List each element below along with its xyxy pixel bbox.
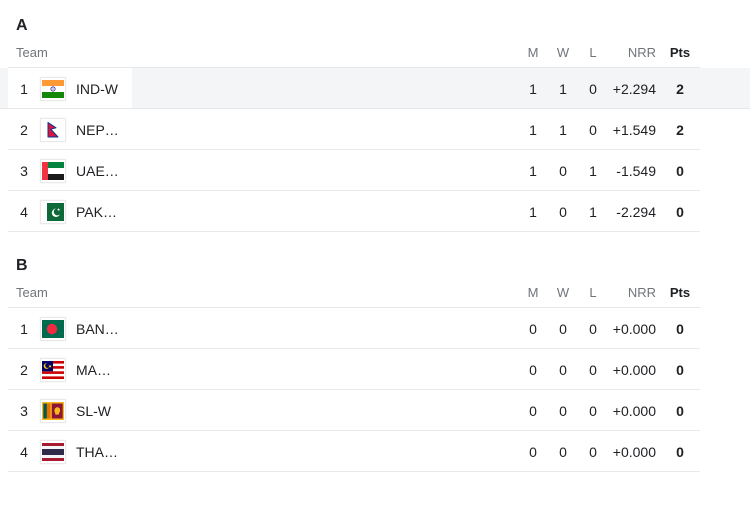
team-name: NEP… [76,121,119,138]
standings-group-b: B Team M W L NRR Pts 1 BAN… 0 0 0 +0.000… [0,256,750,472]
wins-value: 0 [559,361,567,378]
column-header-points: Pts [669,284,691,300]
team-name: PAK… [76,203,117,220]
matches-value: 0 [529,361,537,378]
nrr-value: +1.549 [612,121,656,138]
table-row-tha[interactable]: 4 THA… 0 0 0 +0.000 0 [0,431,750,472]
nrr-value: -2.294 [616,203,656,220]
rank-number: 2 [20,121,28,138]
table-row-ind-w[interactable]: 1 IND-W 1 1 0 +2.294 2 [0,68,750,109]
matches-value: 0 [529,402,537,419]
wins-value: 1 [559,80,567,97]
nrr-value: +2.294 [612,80,656,97]
bangladesh-flag-icon [40,316,66,341]
uae-flag-icon [40,158,66,183]
matches-value: 1 [529,162,537,179]
column-header-losses: L [589,44,597,60]
rank-number: 4 [20,203,28,220]
column-header-nrr: NRR [627,284,656,300]
sri-lanka-flag-icon [40,398,66,423]
malaysia-flag-icon [40,357,66,382]
nrr-value: +0.000 [612,320,656,337]
wins-value: 0 [559,320,567,337]
matches-value: 0 [529,320,537,337]
column-header-team: Team [16,44,48,60]
losses-value: 0 [589,80,597,97]
group-a-title: A [16,17,28,34]
rank-number: 4 [20,443,28,460]
team-name: UAE… [76,162,119,179]
points-value: 0 [676,203,684,220]
nrr-value: +0.000 [612,361,656,378]
nepal-flag-icon [40,117,66,142]
team-name: MA… [76,361,111,378]
points-value: 0 [676,402,684,419]
column-header-matches: M [527,284,539,300]
nrr-value: -1.549 [616,162,656,179]
group-b-title: B [16,257,28,274]
losses-value: 1 [589,203,597,220]
table-row-sl-w[interactable]: 3 SL-W 0 0 0 +0.000 0 [0,390,750,431]
nrr-value: +0.000 [612,402,656,419]
table-row-ban[interactable]: 1 BAN… 0 0 0 +0.000 0 [0,308,750,349]
wins-value: 1 [559,121,567,138]
losses-value: 0 [589,443,597,460]
losses-value: 0 [589,320,597,337]
points-value: 2 [676,121,684,138]
losses-value: 1 [589,162,597,179]
team-name: IND-W [76,80,118,97]
points-value: 0 [676,162,684,179]
table-row-uae[interactable]: 3 UAE… 1 0 1 -1.549 0 [0,150,750,191]
rank-number: 2 [20,361,28,378]
column-header-wins: W [556,44,570,60]
points-value: 0 [676,443,684,460]
column-header-matches: M [527,44,539,60]
wins-value: 0 [559,162,567,179]
team-name: BAN… [76,320,119,337]
wins-value: 0 [559,402,567,419]
matches-value: 1 [529,121,537,138]
rank-number: 1 [20,80,28,97]
points-value: 0 [676,320,684,337]
losses-value: 0 [589,402,597,419]
wins-value: 0 [559,443,567,460]
rank-number: 3 [20,402,28,419]
table-row-pak[interactable]: 4 PAK… 1 0 1 -2.294 0 [0,191,750,232]
points-value: 0 [676,361,684,378]
nrr-value: +0.000 [612,443,656,460]
wins-value: 0 [559,203,567,220]
standings-group-a: A Team M W L NRR Pts 1 IND-W 1 1 0 +2.29… [0,16,750,232]
table-row-ma[interactable]: 2 MA… 0 0 0 +0.000 0 [0,349,750,390]
losses-value: 0 [589,361,597,378]
team-name: SL-W [76,402,111,419]
matches-value: 1 [529,203,537,220]
losses-value: 0 [589,121,597,138]
table-row-nep[interactable]: 2 NEP… 1 1 0 +1.549 2 [0,109,750,150]
column-header-nrr: NRR [627,44,656,60]
team-name: THA… [76,443,118,460]
rank-number: 3 [20,162,28,179]
column-header-points: Pts [669,44,691,60]
india-flag-icon [40,76,66,101]
column-header-team: Team [16,284,48,300]
column-header-losses: L [589,284,597,300]
rank-number: 1 [20,320,28,337]
thailand-flag-icon [40,439,66,464]
column-header-wins: W [556,284,570,300]
matches-value: 0 [529,443,537,460]
group-b-header-row: Team M W L NRR Pts [0,276,750,308]
pakistan-flag-icon [40,199,66,224]
points-value: 2 [676,80,684,97]
matches-value: 1 [529,80,537,97]
group-a-header-row: Team M W L NRR Pts [0,36,750,68]
